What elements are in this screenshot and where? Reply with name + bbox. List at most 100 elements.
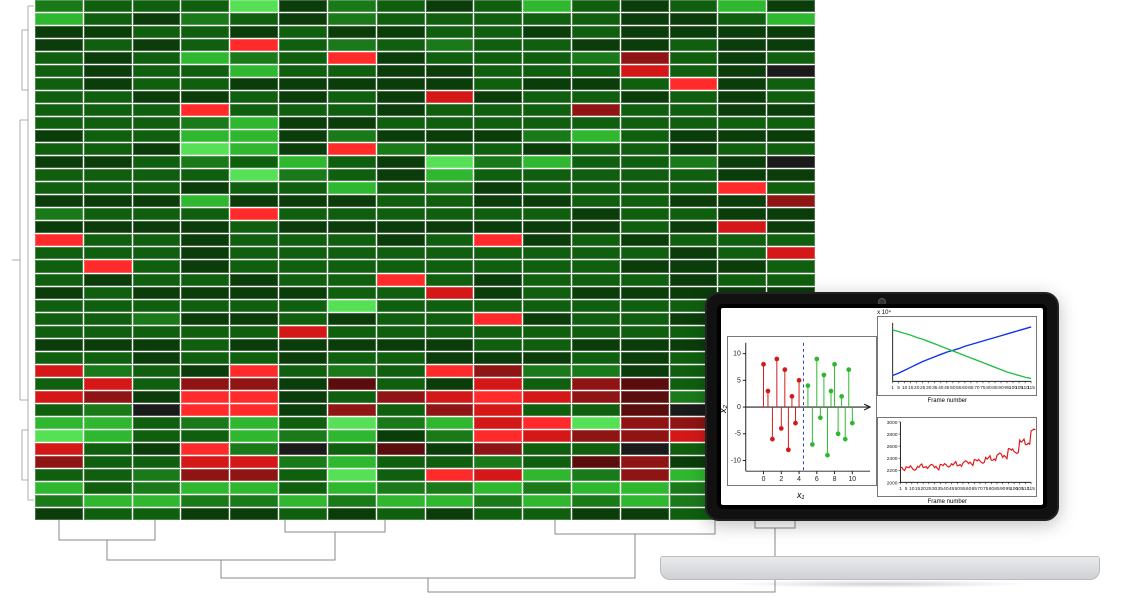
heatmap-cell — [181, 221, 229, 233]
heatmap-cell — [572, 430, 620, 442]
heatmap-cell — [572, 456, 620, 468]
heatmap-cell — [767, 13, 815, 25]
heatmap-cell — [474, 495, 522, 507]
heatmap-cell — [426, 234, 474, 246]
heatmap-cell — [523, 313, 571, 325]
heatmap-cell — [35, 234, 83, 246]
heatmap-cell — [767, 169, 815, 181]
heatmap-cell — [279, 339, 327, 351]
heatmap-cell — [230, 495, 278, 507]
heatmap-cell — [35, 208, 83, 220]
heatmap-cell — [426, 117, 474, 129]
heatmap-cell — [572, 508, 620, 520]
heatmap-cell — [84, 156, 132, 168]
svg-text:75: 75 — [980, 385, 986, 391]
heatmap-cell — [328, 0, 376, 12]
heatmap-cell — [621, 195, 669, 207]
heatmap-cell — [377, 260, 425, 272]
heatmap-cell — [35, 456, 83, 468]
laptop-screen: -10-505100246810 x₁ x₂ 15101520253035404… — [721, 308, 1043, 505]
heatmap-cell — [474, 208, 522, 220]
heatmap-cell — [35, 391, 83, 403]
heatmap-cell — [474, 13, 522, 25]
heatmap-cell — [133, 404, 181, 416]
heatmap-cell — [767, 26, 815, 38]
heatmap-cell — [474, 443, 522, 455]
heatmap-cell — [572, 143, 620, 155]
heatmap-cell — [181, 104, 229, 116]
heatmap-cell — [670, 26, 718, 38]
heatmap-cell — [279, 456, 327, 468]
heatmap-cell — [523, 65, 571, 77]
svg-text:55: 55 — [956, 385, 962, 391]
heatmap-cell — [572, 260, 620, 272]
heatmap-cell — [474, 378, 522, 390]
heatmap-cell — [767, 260, 815, 272]
heatmap-cell — [718, 221, 766, 233]
heatmap-cell — [621, 221, 669, 233]
heatmap-cell — [84, 417, 132, 429]
heatmap-cell — [523, 326, 571, 338]
heatmap-cell — [181, 117, 229, 129]
heatmap-cell — [84, 234, 132, 246]
heatmap-cell — [523, 52, 571, 64]
heatmap-cell — [572, 417, 620, 429]
heatmap-cell — [426, 143, 474, 155]
heatmap-cell — [328, 169, 376, 181]
heatmap-cell — [35, 143, 83, 155]
heatmap-cell — [279, 430, 327, 442]
heatmap-cell — [474, 339, 522, 351]
heatmap-cell — [35, 221, 83, 233]
heatmap-cell — [572, 221, 620, 233]
heatmap-cell — [279, 260, 327, 272]
heatmap-cell — [718, 104, 766, 116]
heatmap-cell — [572, 91, 620, 103]
heatmap-cell — [35, 495, 83, 507]
heatmap-cell — [230, 130, 278, 142]
heatmap-cell — [426, 169, 474, 181]
heatmap-cell — [621, 169, 669, 181]
heatmap-cell — [621, 26, 669, 38]
heatmap-cell — [377, 52, 425, 64]
heatmap-cell — [523, 443, 571, 455]
svg-text:0: 0 — [762, 476, 766, 483]
heatmap-cell — [181, 234, 229, 246]
heatmap-cell — [572, 208, 620, 220]
heatmap-cell — [377, 274, 425, 286]
heatmap-cell — [377, 169, 425, 181]
heatmap-cell — [377, 300, 425, 312]
heatmap-cell — [230, 13, 278, 25]
heatmap-cell — [670, 156, 718, 168]
heatmap-cell — [279, 417, 327, 429]
heatmap-cell — [718, 52, 766, 64]
heatmap-cell — [621, 65, 669, 77]
heatmap-cell — [718, 260, 766, 272]
heatmap-cell — [230, 143, 278, 155]
heatmap-cell — [377, 391, 425, 403]
heatmap-cell — [230, 326, 278, 338]
heatmap-cell — [84, 378, 132, 390]
heatmap-cell — [767, 117, 815, 129]
heatmap-cell — [84, 195, 132, 207]
heatmap-cell — [133, 117, 181, 129]
heatmap-cell — [523, 260, 571, 272]
heatmap-cell — [426, 13, 474, 25]
heatmap-cell — [35, 195, 83, 207]
heatmap-cell — [35, 247, 83, 259]
heatmap-cell — [328, 456, 376, 468]
line-panel-bottom: 2000220024002600280030001510152025303540… — [877, 417, 1037, 497]
heatmap-cell — [35, 326, 83, 338]
heatmap-cell — [35, 430, 83, 442]
heatmap-cell — [572, 65, 620, 77]
heatmap-cell — [181, 78, 229, 90]
heatmap-cell — [181, 169, 229, 181]
heatmap-cell — [35, 13, 83, 25]
heatmap-cell — [426, 39, 474, 51]
svg-text:6: 6 — [815, 476, 819, 483]
heatmap-cell — [181, 130, 229, 142]
svg-text:35: 35 — [932, 385, 938, 391]
heatmap-cell — [230, 182, 278, 194]
heatmap-cell — [181, 208, 229, 220]
heatmap-cell — [572, 274, 620, 286]
heatmap-cell — [426, 508, 474, 520]
